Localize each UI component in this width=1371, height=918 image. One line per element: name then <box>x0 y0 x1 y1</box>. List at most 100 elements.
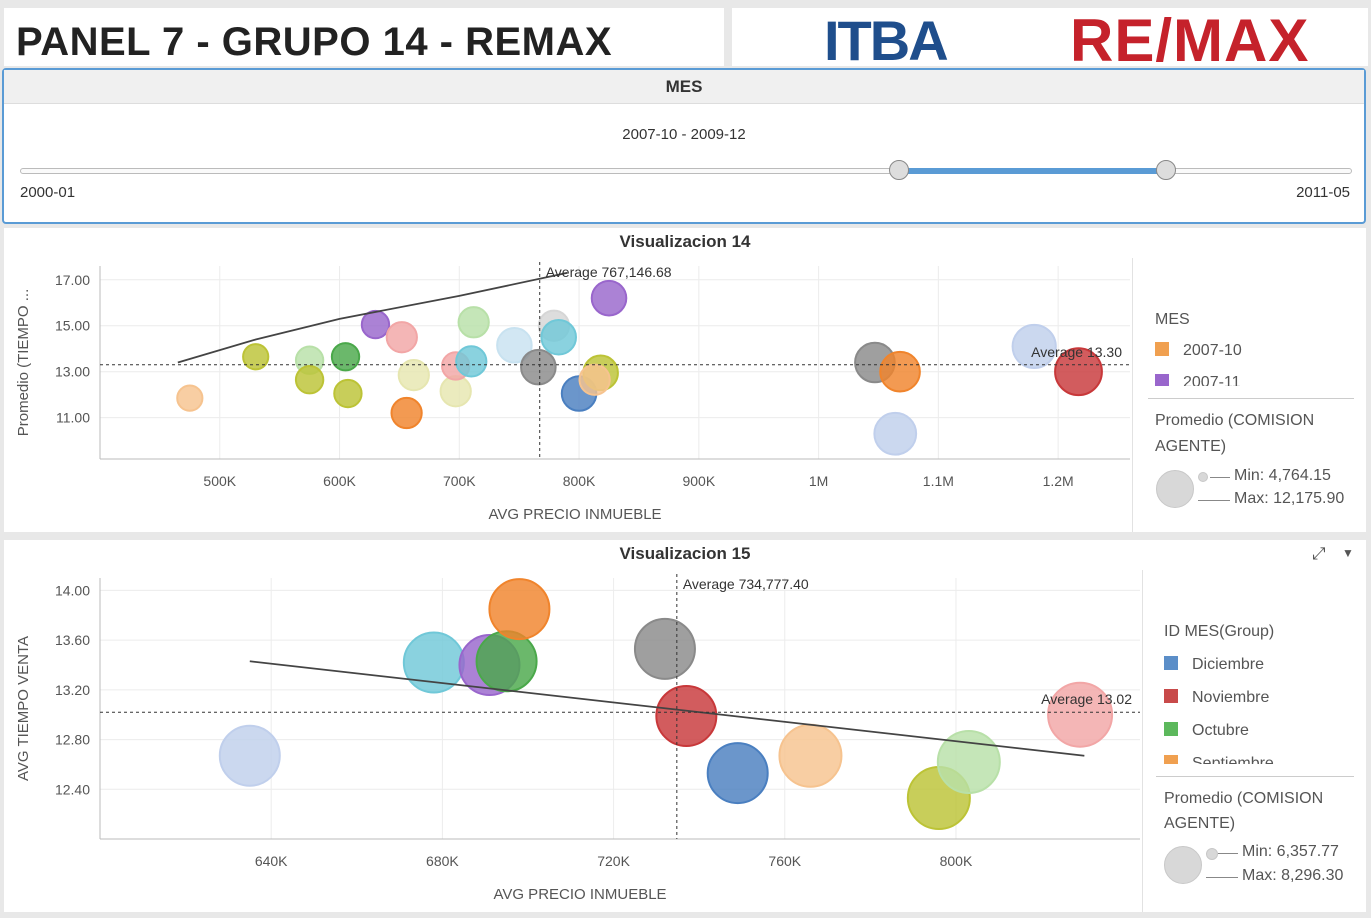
data-point[interactable] <box>390 396 423 430</box>
data-point[interactable] <box>879 350 921 393</box>
y-tick-label: 12.40 <box>55 781 90 797</box>
data-point[interactable] <box>488 578 551 641</box>
x-tick-label: 680K <box>426 853 459 869</box>
data-point[interactable] <box>655 684 718 747</box>
size-legend-max-line <box>1206 877 1238 878</box>
size-legend-small-circle <box>1198 472 1208 482</box>
legend-swatch <box>1155 374 1169 386</box>
legend-label: Septiembre <box>1192 755 1274 764</box>
data-point[interactable] <box>397 359 430 392</box>
x-tick-label: 500K <box>203 473 236 489</box>
size-legend-max-line <box>1198 500 1230 501</box>
legend-item[interactable]: Noviembre <box>1164 689 1269 707</box>
viz15-legend-title: ID MES(Group) <box>1164 623 1275 640</box>
itba-logo: ITBA <box>824 9 949 72</box>
legend-item[interactable]: 2007-10 <box>1155 342 1242 360</box>
x-axis-title: AVG PRECIO INMUEBLE <box>493 886 666 903</box>
legend-item[interactable]: Septiembre <box>1164 755 1274 764</box>
y-tick-label: 13.00 <box>55 364 90 380</box>
data-point[interactable] <box>475 630 538 693</box>
legend-swatch <box>1164 689 1178 703</box>
data-point[interactable] <box>496 326 533 364</box>
size-legend-min-line <box>1218 853 1238 854</box>
data-point[interactable] <box>590 279 628 317</box>
legend-label: Octubre <box>1192 722 1249 739</box>
data-point[interactable] <box>578 363 611 396</box>
range-slider-start-handle[interactable] <box>889 160 910 180</box>
data-point[interactable] <box>455 345 488 378</box>
legend-item[interactable]: Diciembre <box>1164 656 1264 674</box>
data-point[interactable] <box>706 742 769 805</box>
logo-bar: ITBA RE/MAX <box>732 7 1368 74</box>
plot-area <box>218 578 1114 830</box>
x-axis-title: AVG PRECIO INMUEBLE <box>488 506 661 523</box>
data-point[interactable] <box>1047 681 1114 748</box>
viz15-size-title-1: Promedio (COMISION <box>1164 790 1324 807</box>
size-legend-min: Min: 4,764.15 <box>1234 467 1331 484</box>
data-point[interactable] <box>1054 347 1103 397</box>
average-x-label: Average 734,777.40 <box>683 576 809 592</box>
data-point[interactable] <box>1011 323 1057 370</box>
x-tick-label: 800K <box>563 473 596 489</box>
data-point[interactable] <box>218 724 281 787</box>
data-point[interactable] <box>520 348 557 386</box>
data-point[interactable] <box>176 384 204 412</box>
data-point[interactable] <box>333 378 363 409</box>
viz15-title: Visualizacion 15 <box>619 544 751 563</box>
viz14-scatter-chart[interactable]: 11.00 13.00 15.00 17.00 500K 600K 700K 800K 900K… <box>4 258 1132 530</box>
x-tick-label: 720K <box>597 853 630 869</box>
viz15-scatter-chart[interactable]: 12.40 12.80 13.20 13.60 14.00 640K 680K 720K 760… <box>4 570 1142 910</box>
legend-label: Diciembre <box>1192 656 1265 673</box>
filter-range-text: 2007-10 - 2009-12 <box>622 126 746 143</box>
menu-dropdown-icon[interactable]: ▼ <box>1342 546 1354 560</box>
data-point[interactable] <box>330 342 361 372</box>
data-point[interactable] <box>385 321 418 354</box>
legend-divider <box>1132 258 1133 532</box>
legend-swatch <box>1155 342 1169 356</box>
expand-icon[interactable]: ⤢ <box>1312 544 1326 563</box>
data-point[interactable] <box>360 309 391 340</box>
viz14-legend-list: 2007-10 2007-11 <box>1155 338 1355 386</box>
legend-swatch <box>1164 722 1178 736</box>
range-slider-end-handle[interactable] <box>1155 160 1176 180</box>
viz15-size-title-2: AGENTE) <box>1164 815 1236 832</box>
average-y-label: Average 13.02 <box>1041 691 1132 707</box>
size-legend-max: Max: 12,175.90 <box>1234 490 1345 507</box>
data-point[interactable] <box>936 729 1001 794</box>
data-point[interactable] <box>402 631 465 694</box>
viz15-panel: Visualizacion 15 ⤢ ▼ ID MES(Group) Dicie… <box>4 540 1366 912</box>
data-point[interactable] <box>540 318 577 356</box>
legend-item[interactable]: Octubre <box>1164 722 1249 740</box>
x-tick-label: 1.1M <box>923 473 954 489</box>
legend-item[interactable]: 2007-11 <box>1155 374 1241 386</box>
y-tick-label: 13.20 <box>55 682 90 698</box>
y-tick-label: 17.00 <box>55 272 90 288</box>
size-legend-min: Min: 6,357.77 <box>1242 843 1339 860</box>
average-y-label: Average 13.30 <box>1031 344 1122 360</box>
data-point[interactable] <box>242 343 270 371</box>
legend-separator <box>1156 776 1354 777</box>
y-tick-label: 15.00 <box>55 318 90 334</box>
legend-swatch <box>1164 755 1178 764</box>
range-slider-fill <box>899 168 1166 174</box>
slider-min-label: 2000-01 <box>20 184 76 201</box>
data-point[interactable] <box>633 617 696 680</box>
y-tick-label: 13.60 <box>55 632 90 648</box>
size-legend-large-circle <box>1156 470 1194 508</box>
y-axis-title: Promedio (TIEMPO ... <box>15 289 32 437</box>
data-point[interactable] <box>778 723 843 788</box>
legend-label: 2007-10 <box>1183 342 1242 359</box>
range-slider-track[interactable] <box>20 168 1352 174</box>
legend-separator <box>1148 398 1354 399</box>
data-point[interactable] <box>873 411 918 456</box>
data-point[interactable] <box>439 375 472 408</box>
viz15-legend-list: Diciembre Noviembre Octubre Septiembre <box>1164 652 1354 764</box>
data-point[interactable] <box>294 365 325 395</box>
viz14-panel: Visualizacion 14 MES 2007-10 2007-11 Pro… <box>4 228 1366 532</box>
x-tick-label: 760K <box>768 853 801 869</box>
viz14-size-title-1: Promedio (COMISION <box>1155 412 1315 429</box>
x-tick-label: 1.2M <box>1043 473 1074 489</box>
legend-divider <box>1142 570 1143 912</box>
data-point[interactable] <box>457 306 490 339</box>
average-x-label: Average 767,146.68 <box>546 264 672 280</box>
